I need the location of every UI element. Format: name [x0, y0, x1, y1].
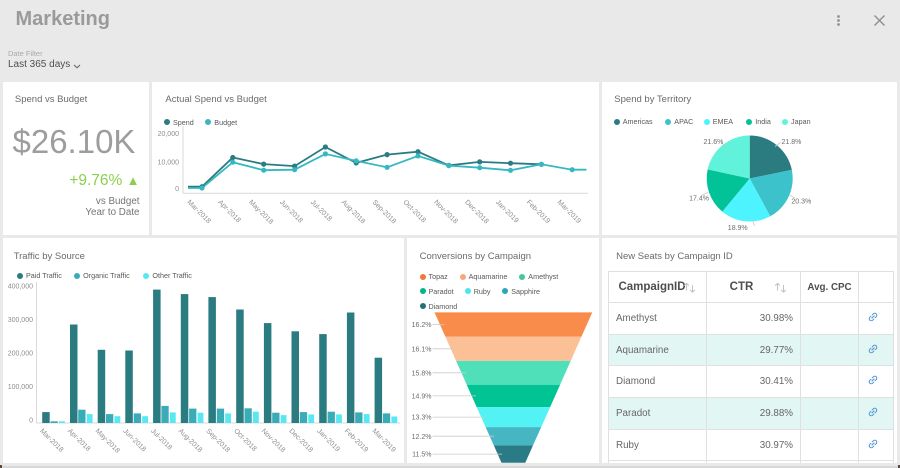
svg-text:Oct-2018: Oct-2018	[232, 427, 257, 452]
svg-text:Mar-2018: Mar-2018	[38, 427, 64, 453]
svg-text:20,000: 20,000	[158, 131, 180, 138]
svg-text:16.2%: 16.2%	[411, 322, 431, 329]
svg-text:Mar-2018: Mar-2018	[185, 199, 211, 225]
svg-text:Dec-2018: Dec-2018	[463, 199, 489, 225]
svg-text:14.9%: 14.9%	[411, 393, 431, 400]
svg-text:Feb-2019: Feb-2019	[343, 427, 369, 453]
svg-text:Jan-2019: Jan-2019	[315, 427, 341, 453]
svg-text:20.3%: 20.3%	[791, 199, 811, 206]
svg-text:15.8%: 15.8%	[411, 370, 431, 377]
svg-text:13.3%: 13.3%	[411, 414, 431, 421]
svg-text:10,000: 10,000	[158, 159, 180, 166]
svg-text:21.8%: 21.8%	[781, 139, 801, 146]
svg-text:Dec-2018: Dec-2018	[287, 427, 313, 453]
svg-text:17.4%: 17.4%	[689, 195, 709, 202]
svg-text:21.6%: 21.6%	[703, 139, 723, 146]
svg-text:Apr-2018: Apr-2018	[66, 427, 91, 452]
svg-text:May-2018: May-2018	[247, 199, 274, 226]
svg-text:Nov-2018: Nov-2018	[260, 427, 286, 453]
svg-text:Oct-2018: Oct-2018	[401, 199, 426, 224]
svg-text:12.2%: 12.2%	[411, 433, 431, 440]
svg-text:Apr-2018: Apr-2018	[216, 199, 241, 224]
svg-text:Jan-2019: Jan-2019	[494, 199, 520, 225]
svg-text:300,000: 300,000	[8, 317, 33, 324]
svg-text:Mar-2019: Mar-2019	[371, 427, 397, 453]
svg-text:18.9%: 18.9%	[727, 225, 747, 232]
svg-text:Aug-2018: Aug-2018	[340, 199, 366, 225]
svg-text:200,000: 200,000	[8, 350, 33, 357]
svg-text:Feb-2019: Feb-2019	[525, 199, 551, 225]
svg-text:Nov-2018: Nov-2018	[432, 199, 458, 225]
svg-text:400,000: 400,000	[8, 283, 33, 290]
svg-text:Aug-2018: Aug-2018	[177, 427, 203, 453]
svg-text:16.1%: 16.1%	[411, 346, 431, 353]
svg-text:Jun-2018: Jun-2018	[121, 427, 147, 453]
svg-text:Sep-2018: Sep-2018	[204, 427, 230, 453]
svg-text:May-2018: May-2018	[94, 427, 121, 454]
svg-text:0: 0	[175, 186, 179, 193]
svg-text:0: 0	[29, 417, 33, 424]
svg-text:Jun-2018: Jun-2018	[278, 199, 304, 225]
svg-text:100,000: 100,000	[8, 384, 33, 391]
svg-text:Jul-2018: Jul-2018	[309, 199, 333, 223]
svg-text:11.5%: 11.5%	[412, 451, 431, 458]
svg-text:Mar-2019: Mar-2019	[556, 199, 582, 225]
svg-text:Jul-2018: Jul-2018	[149, 427, 173, 451]
svg-text:Sep-2018: Sep-2018	[371, 199, 397, 225]
